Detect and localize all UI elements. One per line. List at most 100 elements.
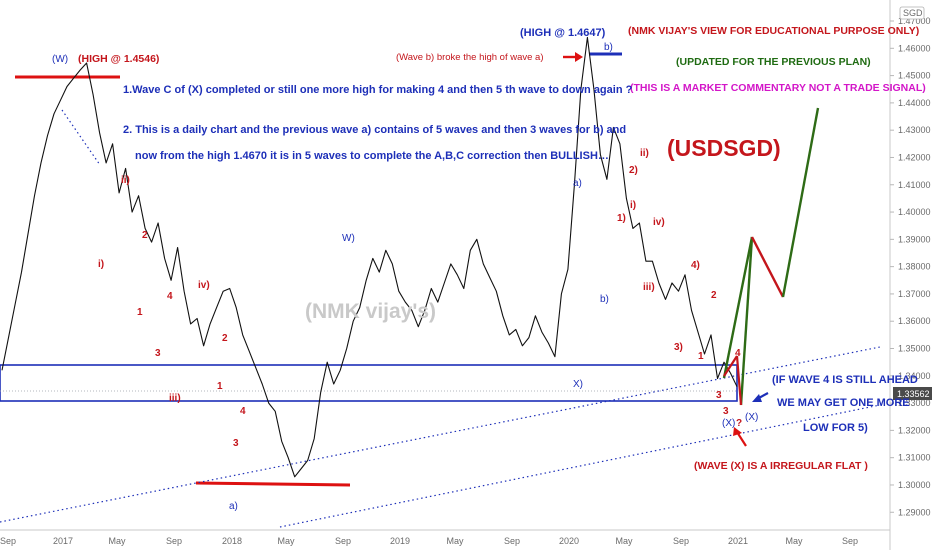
low-a-line [195, 481, 351, 487]
y-tick-label: 1.31000 [898, 453, 931, 463]
projection-green-1 [722, 236, 754, 379]
red-wave-label: 1 [137, 307, 143, 318]
projection-red-small-up [723, 355, 738, 377]
wave-x-end-1: (X) [722, 418, 735, 429]
high-w-label: (HIGH @ 1.4546) [78, 53, 159, 65]
red-wave-label: 4 [167, 291, 173, 302]
high-b-label: (HIGH @ 1.4647) [520, 27, 606, 39]
b-top-label: b) [604, 42, 613, 53]
if-wave4-line-2: WE MAY GET ONE MORE [777, 397, 910, 409]
last-price-tag [893, 387, 932, 400]
note-1: 1.Wave C of (X) completed or still one m… [123, 84, 633, 96]
red-wave-label: 2 [142, 230, 148, 241]
y-tick-label: 1.33000 [898, 398, 931, 408]
red-wave-label: ? [736, 418, 742, 429]
x-tick-label: Sep [166, 536, 182, 546]
projection-green-final [781, 107, 820, 298]
support-zone-box [0, 364, 738, 402]
if-wave4-line-3: LOW FOR 5) [803, 422, 868, 434]
projection-red-leg [750, 236, 785, 298]
channel-upper-line [0, 346, 881, 523]
red-wave-label: iii) [169, 393, 181, 404]
note-2-line-2: now from the high 1.4670 it is in 5 wave… [135, 150, 609, 162]
y-tick-label: 1.45000 [898, 71, 931, 81]
y-tick-label: 1.40000 [898, 207, 931, 217]
x-axis: Sep 2017 May Sep 2018 May Sep 2019 May Sep 2020 May… [0, 529, 890, 546]
y-tick-label: 1.30000 [898, 480, 931, 490]
x-tick-label: 2019 [390, 536, 410, 546]
x-tick-label: May [615, 536, 633, 546]
y-tick-label: 1.43000 [898, 125, 931, 135]
edu-note: (NMK VIJAY'S VIEW FOR EDUCATIONAL PURPOS… [628, 25, 919, 37]
y-tick-label: 1.36000 [898, 316, 931, 326]
updated-note: (UPDATED FOR THE PREVIOUS PLAN) [676, 56, 871, 68]
wave-b-2020: b) [600, 294, 609, 305]
y-tick-label: 1.46000 [898, 43, 931, 53]
red-wave-label: 4 [735, 348, 741, 359]
x-tick-label: May [108, 536, 126, 546]
x-tick-label: 2020 [559, 536, 579, 546]
red-wave-label: 3) [674, 342, 683, 353]
y-tick-label: 1.39000 [898, 234, 931, 244]
irregular-flat-arrow-head [733, 427, 742, 436]
y-tick-label: 1.47000 [898, 16, 931, 26]
x-tick-label: Sep [335, 536, 351, 546]
x-tick-label: Sep [504, 536, 520, 546]
red-wave-label: iv) [653, 217, 665, 228]
price-series-line [1, 36, 738, 478]
y-tick-label: 1.37000 [898, 289, 931, 299]
y-tick-label: 1.41000 [898, 180, 931, 190]
y-tick-label: 1.32000 [898, 425, 931, 435]
last-price-text: 1.33562 [897, 389, 930, 399]
note-2-line-1: 2. This is a daily chart and the previou… [123, 124, 626, 136]
red-wave-label: 4) [691, 260, 700, 271]
channel-lower-line [279, 404, 881, 528]
y-tick-label: 1.35000 [898, 344, 931, 354]
x-tick-label: Sep [842, 536, 858, 546]
wave-a-2020: a) [573, 178, 582, 189]
red-wave-label: 2 [711, 290, 717, 301]
red-wave-label: iii) [643, 282, 655, 293]
y-tick-label: 1.44000 [898, 98, 931, 108]
red-wave-label: 1 [217, 381, 223, 392]
y-axis: 1.47000 1.46000 1.45000 1.44000 1.43000 1.420… [889, 0, 931, 550]
wave-a-low: a) [229, 501, 238, 512]
watermark: (NMK vijay's) [305, 300, 436, 323]
currency-label-box [899, 6, 925, 20]
projection-green-2 [739, 236, 754, 406]
wave-x-mid: X) [573, 379, 583, 390]
red-wave-label: 4 [240, 406, 246, 417]
if-wave4-line-1: (IF WAVE 4 IS STILL AHEAD [772, 374, 918, 386]
red-wave-label: 3 [155, 348, 161, 359]
wave-w-top: (W) [52, 54, 68, 65]
currency-label: SGD [903, 8, 923, 18]
wave-x-end-2: (X) [745, 412, 758, 423]
projection-lines [722, 107, 820, 406]
wave-b-broke-label: (Wave b) broke the high of wave a) [396, 52, 544, 63]
wave-w-mid: W) [342, 233, 355, 244]
y-tick-label: 1.42000 [898, 152, 931, 162]
chart-title: (USDSGD) [667, 135, 781, 161]
y-tick-label: 1.34000 [898, 371, 931, 381]
x-tick-label: 2017 [53, 536, 73, 546]
level-lines [0, 52, 881, 528]
red-wave-label: ii) [640, 148, 649, 159]
red-wave-label: iv) [198, 280, 210, 291]
arrows [563, 52, 769, 447]
red-wave-label: 1) [617, 213, 626, 224]
irregular-flat-arrow-shaft [736, 431, 747, 447]
x-tick-label: Sep [0, 536, 16, 546]
x-tick-label: May [785, 536, 803, 546]
red-wave-label: i) [98, 259, 104, 270]
red-wave-label: 3 [716, 390, 722, 401]
projection-red-small-down [735, 355, 743, 406]
wave-trend-line [61, 109, 101, 166]
x-tick-label: May [446, 536, 464, 546]
x-tick-label: May [277, 536, 295, 546]
red-wave-label: i) [630, 200, 636, 211]
red-wave-labels: ii)i)2143iv)iii)21432)ii)1)i)iv)iii)4)23… [98, 148, 742, 449]
red-wave-label: 1 [698, 351, 704, 362]
red-wave-label: 3 [723, 406, 729, 417]
